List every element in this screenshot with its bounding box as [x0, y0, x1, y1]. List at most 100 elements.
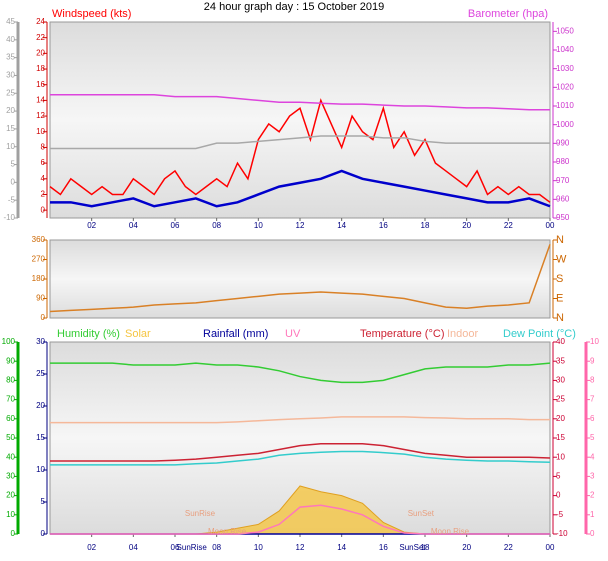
- y-tick-label: 15: [6, 124, 15, 133]
- y-tick-label: 8: [590, 376, 595, 385]
- legend-entry: Temperature (°C): [360, 328, 444, 340]
- x-tick-label: 18: [421, 543, 430, 552]
- y-tick-label: 5: [41, 497, 46, 506]
- y-tick-label: 10: [556, 452, 565, 461]
- y-tick-label: 14: [36, 96, 45, 105]
- y-tick-label: 0: [41, 529, 46, 538]
- y-tick-label: 270: [32, 255, 46, 264]
- legend-entry: Barometer (hpa): [468, 8, 548, 20]
- y-tick-label: 0: [41, 313, 46, 322]
- y-tick-label: N: [556, 234, 564, 246]
- y-tick-label: 20: [556, 414, 565, 423]
- annotation: SunSet: [408, 509, 435, 518]
- y-tick-label: 180: [32, 274, 46, 283]
- y-tick-label: 0: [41, 205, 46, 214]
- y-tick-label: 90: [36, 294, 45, 303]
- y-tick-label: 10: [6, 142, 15, 151]
- x-tick-label: 06: [171, 543, 180, 552]
- y-tick-label: 4: [41, 174, 46, 183]
- annotation: SunRise: [185, 509, 216, 518]
- axis-annotation: SunRise: [177, 543, 208, 552]
- y-tick-label: -5: [8, 195, 16, 204]
- y-tick-label: 15: [556, 433, 565, 442]
- y-tick-label: 25: [556, 395, 565, 404]
- y-tick-label: 4: [590, 452, 595, 461]
- y-tick-label: 20: [6, 491, 15, 500]
- y-tick-label: 24: [36, 17, 45, 26]
- annotation: Moon Rise: [208, 527, 247, 536]
- y-tick-label: 5: [11, 160, 16, 169]
- plot-area: [49, 21, 551, 219]
- y-tick-label: 6: [590, 414, 595, 423]
- y-tick-label: 90: [6, 356, 15, 365]
- y-tick-label: 30: [6, 71, 15, 80]
- series-line: [50, 169, 551, 208]
- axis-annotation: SunSet: [399, 543, 426, 552]
- y-tick-label: -10: [556, 529, 568, 538]
- series-line: [49, 98, 551, 203]
- y-tick-label: 20: [36, 401, 45, 410]
- y-tick-label: 6: [41, 158, 46, 167]
- y-tick-label: 0: [590, 529, 595, 538]
- x-tick-label: 22: [504, 221, 513, 230]
- x-tick-label: 14: [337, 543, 346, 552]
- legend-entry: Dew Point (°C): [503, 328, 576, 340]
- y-tick-label: 25: [36, 369, 45, 378]
- y-tick-label: N: [556, 312, 564, 324]
- y-tick-label: 360: [32, 235, 46, 244]
- y-tick-label: 1040: [556, 45, 574, 54]
- x-tick-label: 10: [254, 543, 263, 552]
- x-tick-label: 06: [171, 221, 180, 230]
- y-tick-label: 50: [6, 433, 15, 442]
- x-tick-label: 08: [212, 543, 221, 552]
- y-tick-label: 9: [590, 356, 595, 365]
- y-tick-label: 20: [6, 106, 15, 115]
- x-tick-label: 12: [296, 543, 305, 552]
- y-tick-label: 22: [36, 33, 45, 42]
- y-tick-label: 0: [11, 529, 16, 538]
- y-tick-label: 7: [590, 395, 595, 404]
- y-tick-label: 40: [6, 452, 15, 461]
- y-tick-label: 1050: [556, 26, 574, 35]
- legend-entry: Humidity (%): [57, 328, 120, 340]
- series-line: [49, 244, 551, 313]
- y-tick-label: 25: [6, 88, 15, 97]
- x-tick-label: 02: [87, 543, 96, 552]
- x-tick-label: 16: [379, 543, 388, 552]
- x-tick-label: 04: [129, 543, 138, 552]
- y-tick-label: -5: [556, 510, 564, 519]
- y-tick-label: 1: [590, 510, 595, 519]
- y-tick-label: 0: [556, 491, 561, 500]
- y-tick-label: 10: [590, 337, 599, 346]
- legend-entry: Rainfall (mm): [203, 328, 268, 340]
- y-tick-label: 5: [556, 472, 561, 481]
- x-tick-label: 14: [337, 221, 346, 230]
- y-tick-label: 12: [36, 111, 45, 120]
- y-tick-label: S: [556, 273, 563, 285]
- legend-entry: UV: [285, 328, 301, 340]
- y-tick-label: 10: [6, 510, 15, 519]
- y-tick-label: 70: [6, 395, 15, 404]
- y-tick-label: 35: [6, 53, 15, 62]
- y-tick-label: 1020: [556, 82, 574, 91]
- x-tick-label: 04: [129, 221, 138, 230]
- y-tick-label: 18: [36, 64, 45, 73]
- x-tick-label: 02: [87, 221, 96, 230]
- x-tick-label: 20: [462, 221, 471, 230]
- y-tick-label: 2: [41, 190, 46, 199]
- y-tick-label: 980: [556, 157, 570, 166]
- series-line: [50, 443, 551, 462]
- y-tick-label: 2: [590, 491, 595, 500]
- y-tick-label: 1000: [556, 120, 574, 129]
- y-tick-label: 40: [556, 337, 565, 346]
- y-tick-label: 10: [36, 465, 45, 474]
- y-tick-label: 20: [36, 48, 45, 57]
- legend-entry: Indoor: [447, 328, 479, 340]
- series-line: [50, 135, 550, 150]
- y-tick-label: 960: [556, 194, 570, 203]
- series-line: [50, 94, 550, 111]
- x-tick-label: 10: [254, 221, 263, 230]
- plot-area: [49, 239, 551, 319]
- x-tick-label: 16: [379, 221, 388, 230]
